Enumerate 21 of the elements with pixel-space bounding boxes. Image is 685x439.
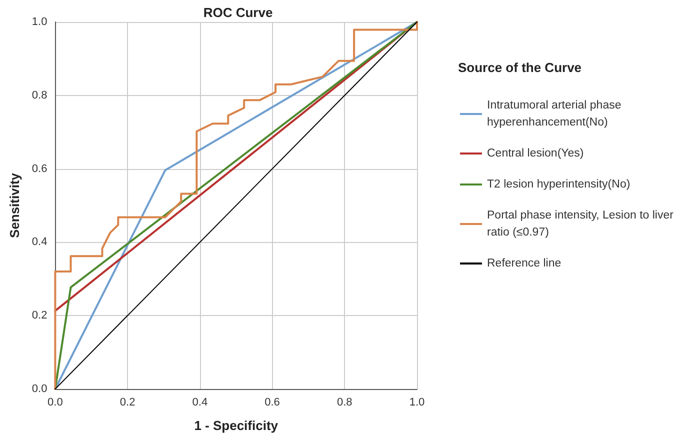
- x-tick-label: 1.0: [409, 396, 425, 408]
- y-tick-label: 0.6: [32, 162, 48, 175]
- y-tick-label: 1.0: [32, 16, 48, 28]
- x-tick-label: 0.2: [120, 396, 136, 408]
- chart-title: ROC Curve: [203, 5, 273, 20]
- y-tick-label: 0.0: [32, 383, 48, 395]
- x-tick-label: 0.6: [264, 396, 280, 408]
- legend-title: Source of the Curve: [458, 60, 582, 75]
- legend-label: Portal phase intensity, Lesion to liver ratio (≤0.97): [487, 210, 677, 238]
- x-axis-title: 1 - Specificity: [194, 418, 279, 433]
- x-tick-label: 0.4: [192, 396, 208, 408]
- y-tick-label: 0.4: [32, 236, 48, 248]
- y-tick-label: 0.8: [32, 89, 48, 102]
- y-axis-title: Sensitivity: [7, 172, 22, 238]
- x-tick-label: 0.8: [336, 396, 352, 408]
- legend-label: Intratumoral arterial phase hyperenhancement(No): [487, 100, 624, 128]
- legend-label: Reference line: [487, 258, 562, 270]
- legend-label: Central lesion(Yes): [487, 148, 584, 160]
- y-tick-label: 0.2: [32, 310, 48, 322]
- x-tick-label: 0.0: [48, 396, 63, 408]
- legend-label: T2 lesion hyperintensity(No): [487, 178, 630, 190]
